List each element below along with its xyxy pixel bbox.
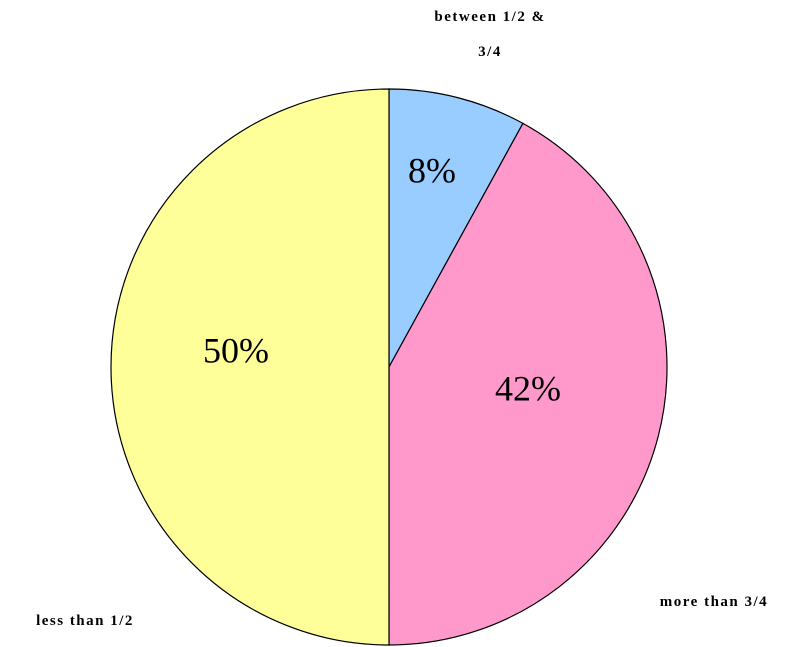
value-label: 8% xyxy=(408,150,456,190)
category-label: less than 1/2 xyxy=(36,613,134,629)
pie-slice xyxy=(388,88,524,368)
pie-slice xyxy=(110,88,390,646)
value-label: 42% xyxy=(495,368,561,408)
category-label: more than 3/4 xyxy=(659,594,769,610)
category-label: between 1/2 & 3/4 xyxy=(434,9,546,60)
pie-slice xyxy=(388,122,668,646)
value-label: 50% xyxy=(203,330,269,370)
